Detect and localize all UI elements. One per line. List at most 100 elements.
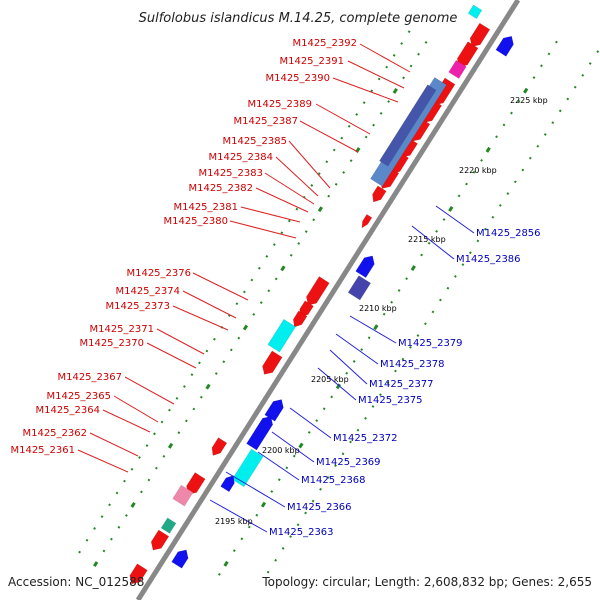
tick-mark: [192, 407, 196, 411]
tick-mark: [386, 381, 390, 385]
gene-feature: [361, 214, 373, 229]
tick-mark: [153, 432, 156, 436]
gene-label: M1425_2374: [115, 286, 180, 297]
tick-mark: [491, 215, 495, 219]
gene-label: M1425_2378: [380, 359, 445, 370]
tick-mark: [469, 251, 472, 255]
tick-mark: [199, 395, 203, 399]
leader-line: [275, 156, 319, 197]
tick-mark: [205, 349, 209, 353]
tick-mark: [205, 383, 211, 390]
tick-mark: [392, 53, 396, 57]
tick-mark: [247, 525, 251, 529]
leader-line: [264, 172, 315, 205]
gene-label: M1425_2368: [301, 475, 366, 486]
tick-mark: [145, 444, 149, 448]
tick-mark: [270, 490, 274, 493]
tick-mark: [588, 62, 592, 65]
tick-mark: [407, 30, 411, 34]
tick-mark: [232, 549, 236, 553]
tick-mark: [362, 101, 366, 105]
gene-label: M1425_2380: [163, 216, 228, 227]
tick-mark: [298, 442, 304, 449]
tick-mark: [280, 265, 286, 272]
scale-labels: 2225 kbp 2220 kbp 2215 kbp 2210 kbp 2205…: [215, 96, 548, 526]
gene-label: M1425_2379: [398, 338, 463, 349]
tick-mark: [370, 89, 374, 93]
tick-mark: [435, 229, 438, 233]
leader-line: [156, 328, 205, 355]
tick-mark: [465, 182, 468, 186]
map-title: Sulfolobus islandicus M.14.25, complete …: [139, 11, 458, 26]
tick-mark: [229, 348, 233, 352]
tick-mark: [387, 100, 390, 103]
leader-line: [182, 290, 237, 319]
gene-label: M1425_2375: [358, 395, 423, 406]
tick-mark: [265, 255, 269, 258]
topology-text: Topology: circular; Length: 2,608,832 bp…: [261, 575, 592, 589]
gene-feature: [220, 475, 235, 493]
tick-tracks: [78, 30, 600, 576]
leader-line: [335, 333, 379, 365]
leader-line: [288, 140, 331, 189]
leader-line: [146, 342, 197, 369]
tick-mark: [317, 172, 321, 175]
tick-mark: [214, 372, 218, 375]
tick-mark: [480, 158, 483, 162]
gene-feature: [379, 84, 437, 167]
tick-mark: [115, 491, 119, 495]
tick-mark: [287, 219, 291, 223]
label-leaders: [77, 43, 475, 533]
gene-feature: [293, 310, 308, 328]
left-gene-labels: M1425_2392 M1425_2391 M1425_2390 M1425_2…: [10, 38, 357, 456]
leader-line: [329, 349, 368, 385]
scale-label: 2195 kbp: [215, 517, 253, 526]
tick-mark: [420, 253, 423, 257]
tick-mark: [280, 231, 284, 235]
tick-mark: [307, 431, 311, 434]
tick-mark: [551, 121, 555, 125]
tick-mark: [289, 535, 292, 538]
tick-mark: [555, 40, 558, 44]
tick-mark: [528, 156, 532, 160]
leader-line: [271, 431, 315, 463]
tick-mark: [345, 371, 349, 375]
tick-mark: [322, 407, 326, 411]
tick-mark: [125, 514, 128, 517]
tick-mark: [371, 405, 375, 408]
tick-mark: [260, 501, 267, 508]
tick-mark: [409, 64, 413, 68]
tick-mark: [536, 144, 540, 148]
tick-mark: [257, 266, 261, 270]
tick-mark: [93, 561, 99, 567]
gene-feature: [372, 185, 387, 203]
tick-mark: [175, 396, 179, 400]
tick-mark: [485, 146, 491, 153]
tick-mark: [367, 336, 371, 340]
tick-mark: [360, 348, 364, 351]
tick-mark: [327, 194, 331, 198]
tick-mark: [382, 312, 386, 316]
tick-mark: [379, 111, 383, 115]
tick-mark: [330, 395, 334, 399]
tick-mark: [394, 369, 397, 373]
gene-feature: [172, 484, 194, 507]
tick-mark: [168, 408, 171, 412]
gene-feature: [211, 437, 228, 456]
tick-mark: [130, 467, 134, 471]
tick-mark: [581, 73, 585, 77]
tick-mark: [547, 52, 551, 56]
tick-mark: [573, 85, 577, 89]
gene-label: M1425_2367: [57, 372, 122, 383]
tick-mark: [385, 65, 389, 69]
tick-mark: [315, 419, 319, 422]
tick-mark: [379, 393, 382, 397]
tick-mark: [334, 464, 337, 468]
leader-line: [347, 60, 405, 89]
tick-mark: [240, 537, 244, 541]
tick-mark: [130, 502, 136, 508]
tick-mark: [100, 515, 104, 518]
tick-mark: [183, 385, 186, 388]
gene-label: M1425_2383: [198, 168, 263, 179]
